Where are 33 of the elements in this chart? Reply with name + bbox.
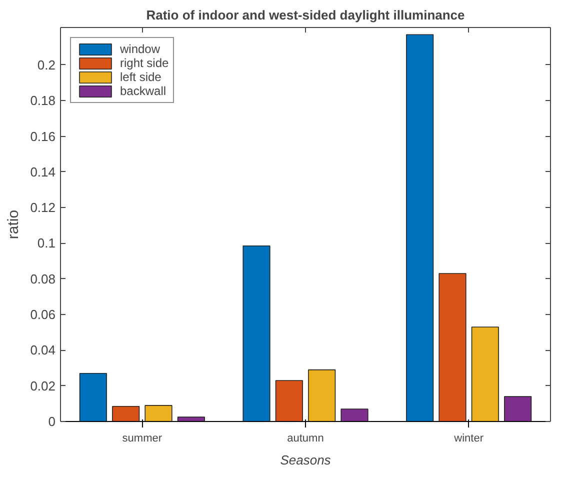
legend-label: backwall [120, 84, 166, 98]
bar [340, 408, 368, 422]
y-tick-label: 0.18 [30, 93, 56, 108]
y-axis-title: ratio [5, 210, 22, 240]
y-tick-label: 0.2 [37, 57, 56, 72]
bar [112, 406, 140, 422]
bar [471, 326, 499, 422]
legend-label: right side [120, 56, 169, 70]
bar [275, 380, 303, 422]
y-tick-label: 0.1 [37, 236, 56, 251]
bar [308, 369, 336, 422]
bar [177, 416, 205, 422]
bar [79, 372, 107, 422]
y-tick-label: 0 [48, 414, 56, 429]
y-tick-label: 0.04 [30, 342, 56, 358]
y-tick-label: 0.08 [30, 271, 56, 286]
bar [144, 405, 172, 422]
y-tick-label: 0.02 [30, 378, 56, 394]
chart-title: Ratio of indoor and west-sided daylight illuminance [146, 8, 465, 22]
x-tick-label: autumn [287, 432, 324, 444]
legend-label: left side [120, 70, 162, 84]
bar [504, 396, 532, 422]
bar [242, 245, 270, 422]
y-tick-label: 0.14 [30, 164, 56, 180]
bar [438, 273, 466, 422]
x-axis-title: Seasons [280, 452, 332, 468]
y-tick-label: 0.06 [30, 307, 56, 322]
y-tick-label: 0.12 [30, 200, 56, 216]
x-tick-label: winter [453, 432, 484, 444]
legend-label: window [120, 42, 160, 56]
bar [406, 34, 434, 422]
x-tick-label: summer [122, 432, 162, 444]
y-tick-label: 0.16 [30, 128, 56, 144]
